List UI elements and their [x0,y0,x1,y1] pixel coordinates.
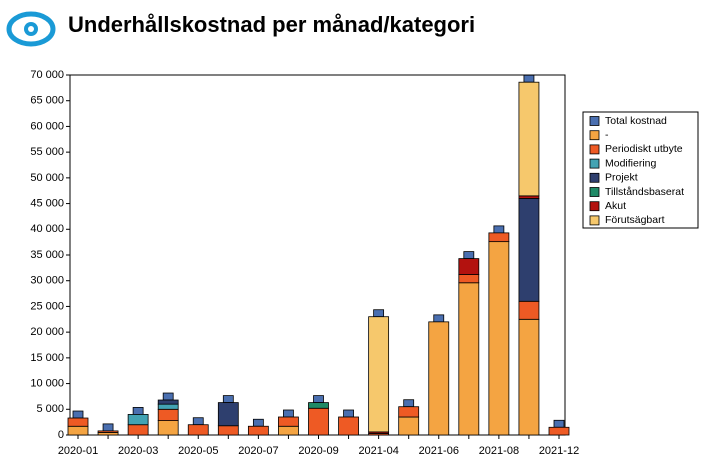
bar-segment [548,426,570,436]
total-marker [192,417,204,426]
y-tick-label: 0 [58,429,64,441]
y-tick-label: 65 000 [30,95,64,107]
total-marker [553,419,565,428]
y-tick-label: 40 000 [30,223,64,235]
legend-label: Total kostnad [605,115,667,127]
total-marker [463,251,475,260]
legend-swatch [589,116,600,126]
bar-segment [127,414,149,426]
y-tick-label: 50 000 [30,172,64,184]
y-tick-label: 70 000 [30,69,64,81]
total-marker [222,395,234,404]
bar-segment [278,425,299,436]
bar-segment [488,241,510,436]
x-tick-label: 2020-03 [118,445,158,457]
bar-segment [247,425,269,436]
bar-segment [458,258,480,275]
x-tick-label: 2021-06 [419,445,459,457]
bar-segment [458,282,480,436]
y-tick-label: 45 000 [30,197,64,209]
bar-segment [518,300,540,320]
legend-label: Förutsägbart [605,214,665,226]
total-marker [252,418,264,427]
total-marker [162,392,174,401]
bar-segment [398,416,420,436]
bar-segment [518,198,540,302]
bar-segment [458,274,480,284]
y-tick-label: 30 000 [30,275,64,287]
y-tick-label: 20 000 [30,326,64,338]
bar-segment [67,417,89,427]
total-marker [493,225,505,234]
legend-swatch [589,130,600,141]
bar-segment [518,318,540,436]
total-marker [313,395,324,404]
legend-label: Tillståndsbaserat [605,186,684,198]
y-tick-label: 35 000 [30,249,64,261]
x-tick-label: 2021-12 [539,445,579,457]
total-marker [523,74,535,83]
bar-segment [97,430,119,433]
bar-segment [127,424,149,436]
y-tick-label: 55 000 [30,146,64,158]
x-tick-label: 2020-09 [298,445,338,457]
bar-segment [157,420,179,436]
total-marker [102,423,114,432]
x-tick-label: 2020-05 [178,445,218,457]
total-marker [433,314,445,323]
legend-label: Projekt [605,172,638,184]
legend-label: - [605,129,609,141]
bar-segment [157,399,179,405]
total-marker [132,407,144,415]
bar-segment [518,81,540,197]
legend-swatch [589,172,600,183]
total-marker [283,409,294,418]
bar-segment [338,416,359,436]
total-marker [343,409,354,418]
legend-label: Modifiering [605,157,657,169]
bar-segment [157,403,179,410]
legend-box [582,111,699,229]
bar-segment [187,424,209,436]
bar-segment [157,408,179,421]
chart-title: Underhållskostnad per månad/kategori [68,12,475,37]
bar-segment [428,321,450,436]
total-marker [373,309,385,318]
x-tick-label: 2021-04 [358,445,398,457]
bar-segment [308,402,329,409]
bar-segment [308,407,329,436]
legend-label: Akut [605,200,626,212]
legend-swatch [589,144,600,155]
legend-swatch [589,187,600,197]
x-tick-label: 2020-07 [238,445,278,457]
y-tick-label: 25 000 [30,300,64,312]
legend-swatch [589,215,600,226]
bar-segment [217,425,239,436]
bar-segment [488,232,510,243]
y-tick-label: 60 000 [30,120,64,132]
y-tick-label: 15 000 [30,352,64,364]
legend-swatch [589,201,600,212]
total-marker [403,399,415,408]
bar-segment [278,416,299,427]
logo [6,11,56,47]
y-tick-label: 5 000 [36,403,64,415]
total-marker [72,410,84,419]
bar-segment [217,402,239,427]
legend-swatch [589,158,600,169]
x-tick-label: 2021-08 [479,445,519,457]
bar-segment [67,425,89,436]
x-tick-label: 2020-01 [58,445,98,457]
bar-segment [368,316,390,433]
legend-label: Periodiskt utbyte [605,143,683,155]
bar-segment [398,406,420,418]
y-tick-label: 10 000 [30,377,64,389]
